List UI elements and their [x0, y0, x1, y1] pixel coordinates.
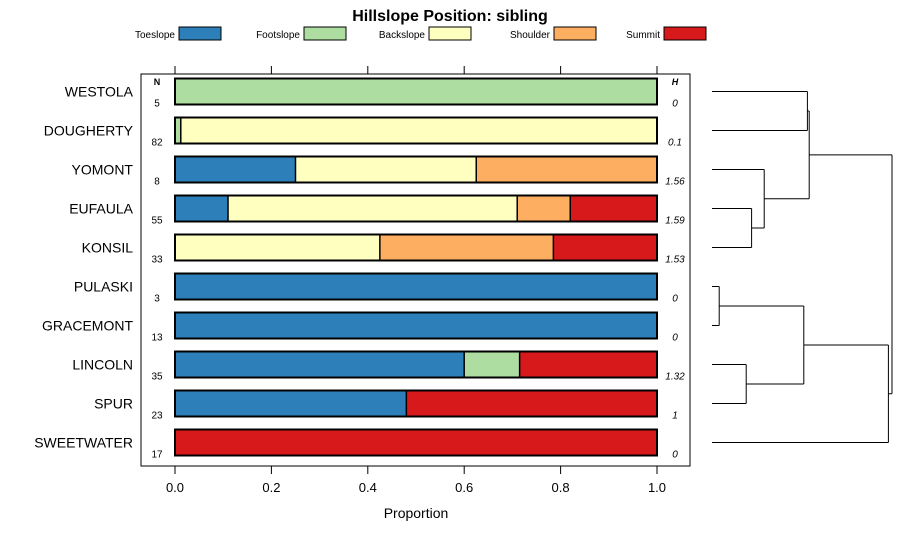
row-label-eufaula: EUFAULA [69, 201, 133, 217]
n-column-header: N [154, 77, 161, 87]
legend-label-summit: Summit [626, 30, 660, 41]
h-value-yomont: 1.56 [665, 177, 685, 188]
n-value-dougherty: 82 [151, 138, 163, 149]
row-label-lincoln: LINCOLN [72, 357, 133, 373]
n-value-eufaula: 55 [151, 216, 163, 227]
bar-outline-eufaula [174, 194, 658, 223]
n-value-lincoln: 35 [151, 372, 163, 383]
row-label-westola: WESTOLA [65, 84, 134, 100]
bar-segment-dougherty-footslope [175, 117, 181, 144]
bar-outline-konsil [174, 233, 658, 262]
dendrogram [712, 91, 893, 443]
bar-segment-konsil-summit [553, 234, 657, 261]
bar-segment-konsil-shoulder [379, 234, 554, 261]
bar-segment-konsil-backslope [175, 234, 380, 261]
bar-segment-spur-toeslope [175, 390, 407, 417]
bar-segment-yomont-backslope [295, 156, 477, 183]
x-tick-label: 1.0 [648, 480, 666, 495]
row-label-gracemont: GRACEMONT [42, 318, 133, 334]
legend-label-toeslope: Toeslope [135, 30, 175, 41]
h-value-lincoln: 1.32 [665, 372, 685, 383]
n-value-pulaski: 3 [154, 294, 160, 305]
bar-segment-eufaula-toeslope [175, 195, 229, 222]
x-tick-label: 0.0 [166, 480, 184, 495]
h-value-westola: 0 [672, 99, 678, 110]
legend-swatch-toeslope [178, 26, 222, 41]
legend-swatch-footslope [303, 26, 347, 41]
bar-outline-spur [174, 389, 658, 418]
bar-segment-sweetwater-summit [175, 429, 657, 456]
top-axis-ticks [174, 66, 658, 74]
bar-rows: WESTOLA 5 0 DOUGHERTY 82 0.1 YOMONT 8 1.56 EUFAUL… [34, 77, 685, 461]
n-value-sweetwater: 17 [151, 450, 163, 461]
bar-segment-pulaski-toeslope [175, 273, 657, 300]
h-value-eufaula: 1.59 [665, 216, 685, 227]
bar-outline-pulaski [174, 272, 658, 301]
bar-outline-gracemont [174, 311, 658, 340]
row-label-konsil: KONSIL [82, 240, 134, 256]
x-axis: 0.0 0.2 0.4 0.6 0.8 1.0 [166, 466, 666, 495]
legend-swatch-shoulder [553, 26, 597, 41]
h-value-pulaski: 0 [672, 294, 678, 305]
bar-segment-lincoln-toeslope [175, 351, 465, 378]
h-value-sweetwater: 0 [672, 450, 678, 461]
n-value-gracemont: 13 [151, 333, 163, 344]
bar-segment-eufaula-summit [570, 195, 657, 222]
bar-segment-eufaula-shoulder [517, 195, 571, 222]
x-tick-label: 0.4 [359, 480, 377, 495]
legend: Toeslope Footslope Backslope Shoulder Summit [135, 26, 707, 41]
bar-outline-lincoln [174, 350, 658, 379]
bar-segment-eufaula-backslope [228, 195, 518, 222]
bar-segment-yomont-shoulder [476, 156, 657, 183]
n-value-konsil: 33 [151, 255, 163, 266]
legend-swatch-backslope [428, 26, 472, 41]
n-value-spur: 23 [151, 411, 163, 422]
bar-segment-lincoln-footslope [464, 351, 520, 378]
bar-segment-dougherty-backslope [180, 117, 657, 144]
bar-segment-gracemont-toeslope [175, 312, 657, 339]
bar-outline-sweetwater [174, 428, 658, 457]
h-value-dougherty: 0.1 [668, 138, 682, 149]
x-tick-label: 0.6 [455, 480, 473, 495]
chart-title: Hillslope Position: sibling [352, 8, 548, 25]
bar-outline-westola [174, 77, 658, 106]
x-axis-label: Proportion [384, 505, 449, 521]
bar-segment-yomont-toeslope [175, 156, 296, 183]
n-value-yomont: 8 [154, 177, 160, 188]
plot-frame [140, 73, 691, 467]
h-column-header: H [672, 77, 679, 87]
row-label-sweetwater: SWEETWATER [34, 435, 133, 451]
n-value-westola: 5 [154, 99, 160, 110]
bar-segment-westola-footslope [175, 78, 657, 105]
x-tick-label: 0.8 [552, 480, 570, 495]
h-value-gracemont: 0 [672, 333, 678, 344]
row-label-pulaski: PULASKI [74, 279, 133, 295]
bar-segment-spur-summit [406, 390, 657, 417]
row-label-spur: SPUR [94, 396, 133, 412]
bar-outline-yomont [174, 155, 658, 184]
bar-segment-lincoln-summit [519, 351, 657, 378]
legend-swatch-summit [663, 26, 707, 41]
legend-label-shoulder: Shoulder [510, 30, 551, 41]
row-label-dougherty: DOUGHERTY [44, 123, 134, 139]
row-label-yomont: YOMONT [72, 162, 134, 178]
h-value-spur: 1 [672, 411, 678, 422]
legend-label-backslope: Backslope [379, 30, 426, 41]
bar-outline-dougherty [174, 116, 658, 145]
x-tick-label: 0.2 [262, 480, 280, 495]
legend-label-footslope: Footslope [256, 30, 300, 41]
h-value-konsil: 1.53 [665, 255, 685, 266]
